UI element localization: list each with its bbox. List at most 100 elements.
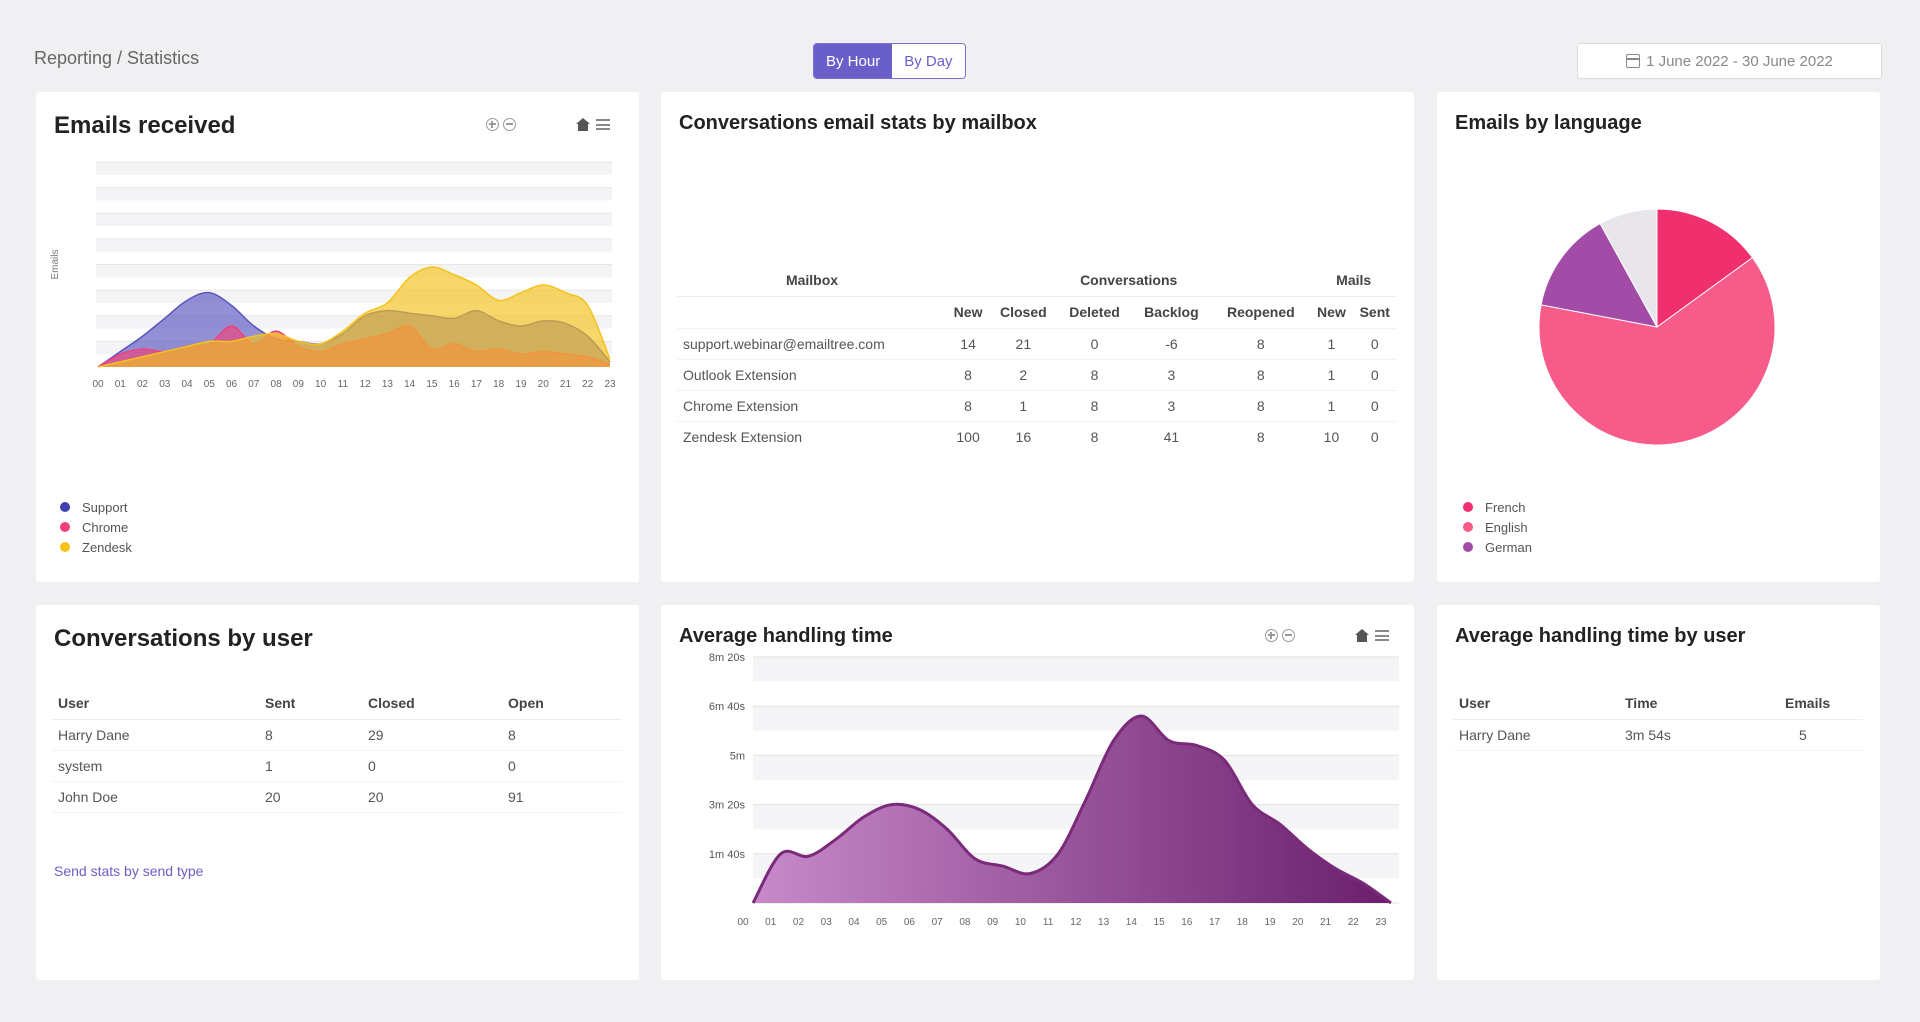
zoom-in-icon[interactable] xyxy=(1265,629,1278,642)
legend-dot xyxy=(60,522,70,532)
x-tick-label: 16 xyxy=(1181,917,1193,928)
column-header: User xyxy=(52,687,259,720)
value-cell: 20 xyxy=(259,781,362,813)
legend-item-german[interactable]: German xyxy=(1463,537,1532,557)
y-tick-label: 1m 40s xyxy=(709,849,746,861)
column-header: Open xyxy=(502,687,622,720)
legend-label: French xyxy=(1485,499,1526,515)
calendar-icon xyxy=(1626,54,1641,68)
x-tick-label: 19 xyxy=(1264,917,1276,928)
card-title: Conversations email stats by mailbox xyxy=(679,112,1037,134)
value-cell: 1 xyxy=(1310,358,1353,390)
y-tick-label: 5m xyxy=(730,750,745,762)
value-cell: 1 xyxy=(989,389,1058,421)
chart-toolbar xyxy=(486,118,610,131)
table-row: Outlook Extension 8 2 8 3 8 1 0 xyxy=(677,358,1397,390)
column-header: New xyxy=(1317,304,1346,320)
x-tick-label: 10 xyxy=(1015,917,1027,928)
by-day-button[interactable]: By Day xyxy=(892,44,965,78)
x-tick-label: 08 xyxy=(271,379,283,390)
conversations-by-user-table: User Sent Closed Open Harry Dane 8 29 8 … xyxy=(52,687,622,813)
value-cell: 8 xyxy=(502,719,622,751)
x-tick-label: 21 xyxy=(560,379,572,390)
zoom-out-icon[interactable] xyxy=(503,118,516,131)
column-header: Sent xyxy=(1359,304,1390,320)
grid-band xyxy=(96,264,612,278)
value-cell: 1 xyxy=(259,750,362,782)
x-tick-label: 18 xyxy=(1237,917,1249,928)
x-tick-label: 08 xyxy=(959,917,971,928)
column-header: Closed xyxy=(999,304,1047,320)
zoom-out-icon[interactable] xyxy=(1282,629,1295,642)
grid-band xyxy=(96,187,612,201)
legend-item-english[interactable]: English xyxy=(1463,517,1532,537)
x-tick-label: 00 xyxy=(92,379,104,390)
x-tick-label: 00 xyxy=(737,917,749,928)
x-tick-label: 17 xyxy=(471,379,483,390)
home-icon[interactable] xyxy=(1355,629,1369,642)
card-title: Average handling time by user xyxy=(1455,625,1746,647)
legend-dot xyxy=(60,502,70,512)
x-tick-label: 10 xyxy=(315,379,327,390)
home-icon[interactable] xyxy=(576,118,590,131)
column-header: Closed xyxy=(362,687,502,720)
legend-item-chrome[interactable]: Chrome xyxy=(60,517,132,537)
user-cell: Harry Dane xyxy=(52,719,259,751)
y-tick-label: 6m 40s xyxy=(709,701,746,713)
legend-item-zendesk[interactable]: Zendesk xyxy=(60,537,132,557)
by-hour-button[interactable]: By Hour xyxy=(814,44,893,78)
pie-slice-french[interactable] xyxy=(1656,208,1754,328)
user-cell: Harry Dane xyxy=(1453,719,1619,751)
value-cell: 0 xyxy=(1352,358,1397,390)
legend-item-support[interactable]: Support xyxy=(60,497,132,517)
card-title: Emails by language xyxy=(1455,112,1642,134)
value-cell: 0 xyxy=(1352,389,1397,421)
table-row: Harry Dane 3m 54s 5 xyxy=(1453,719,1863,751)
aht-by-user-card: Average handling time by user User Time … xyxy=(1437,605,1880,980)
value-cell: 5 xyxy=(1779,719,1863,751)
zoom-in-icon[interactable] xyxy=(486,118,499,131)
column-header: Deleted xyxy=(1069,304,1120,320)
legend-item-french[interactable]: French xyxy=(1463,497,1532,517)
x-tick-label: 02 xyxy=(793,917,805,928)
value-cell: 10 xyxy=(1310,420,1353,452)
table-row: system 1 0 0 xyxy=(52,750,622,782)
legend-label: Chrome xyxy=(82,519,129,535)
value-cell: 0 xyxy=(1352,420,1397,452)
x-tick-label: 22 xyxy=(582,379,594,390)
y-tick-label: 3m 20s xyxy=(709,800,746,812)
table-row: John Doe 20 20 91 xyxy=(52,781,622,813)
value-cell: 16 xyxy=(989,420,1058,452)
grid-band xyxy=(753,755,1399,780)
x-tick-label: 17 xyxy=(1209,917,1221,928)
menu-icon[interactable] xyxy=(596,119,610,130)
legend-dot xyxy=(60,542,70,552)
column-header: Reopened xyxy=(1226,304,1295,320)
pie-slice-english[interactable] xyxy=(1538,256,1776,446)
x-tick-label: 22 xyxy=(1348,917,1360,928)
menu-icon[interactable] xyxy=(1375,630,1389,641)
emails-by-language-legend: French English German xyxy=(1463,497,1532,557)
send-stats-link[interactable]: Send stats by send type xyxy=(54,863,204,879)
grid-band xyxy=(96,238,612,252)
pie-slice-other[interactable] xyxy=(1599,208,1658,328)
value-cell: 8 xyxy=(947,358,990,390)
mailbox-cell: support.webinar@emailtree.com xyxy=(677,327,947,359)
column-header: Backlog xyxy=(1144,304,1199,320)
date-range-picker[interactable]: 1 June 2022 - 30 June 2022 xyxy=(1577,43,1882,79)
conversations-by-user-card: Conversations by user User Sent Closed O… xyxy=(36,605,639,980)
value-cell: 29 xyxy=(362,719,502,751)
x-tick-label: 09 xyxy=(987,917,999,928)
x-tick-label: 01 xyxy=(765,917,777,928)
mailbox-stats-table: Mailbox Conversations Mails New Closed D… xyxy=(677,264,1397,452)
x-tick-label: 16 xyxy=(449,379,461,390)
x-tick-label: 20 xyxy=(538,379,550,390)
value-cell: 0 xyxy=(502,750,622,782)
pie-slice-german[interactable] xyxy=(1540,222,1658,328)
value-cell: 3 xyxy=(1131,389,1212,421)
legend-dot xyxy=(1463,522,1473,532)
column-header: Time xyxy=(1619,687,1779,720)
grid-band xyxy=(96,213,612,227)
emails-received-chart: Emails 00 01 02 03 04 05 06 07 08 09 10 11 12 13 14 15 16… xyxy=(50,161,616,390)
x-tick-label: 23 xyxy=(1375,917,1387,928)
